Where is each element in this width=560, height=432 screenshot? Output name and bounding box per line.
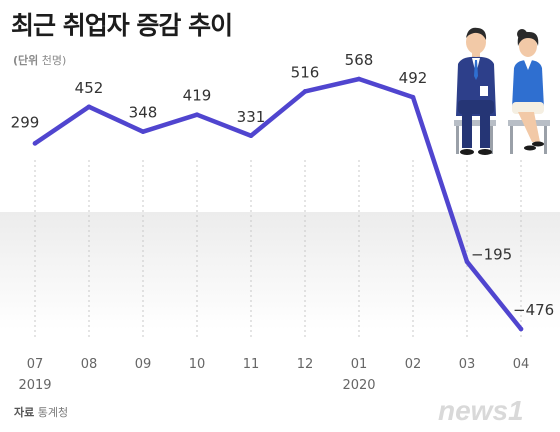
source-label: 자료 통계청 (14, 404, 68, 420)
data-point-02 (410, 94, 416, 100)
watermark-text: news1 (438, 395, 524, 426)
x-tick-label-07: 07 (27, 357, 44, 372)
data-point-08 (86, 104, 92, 110)
x-year-label-2019: 2019 (18, 378, 51, 393)
data-label-01: 568 (345, 51, 374, 69)
data-label-03: −195 (471, 246, 512, 264)
x-tick-label-03: 03 (459, 357, 476, 372)
x-year-label-2020: 2020 (342, 378, 375, 393)
data-label-08: 452 (75, 79, 104, 97)
seated-people-illustration (454, 27, 550, 155)
x-tick-label-12: 12 (297, 357, 314, 372)
x-tick-label-02: 02 (405, 357, 422, 372)
data-point-01 (356, 76, 362, 82)
series-line (32, 76, 524, 332)
data-label-12: 516 (291, 63, 320, 81)
data-label-layer: 299 452 348 419 331 516 568 492 −195 −476 (11, 51, 555, 319)
data-point-12 (302, 89, 308, 94)
source-value: 통계청 (37, 406, 69, 419)
data-point-03 (464, 259, 470, 265)
data-label-04: −476 (513, 301, 554, 319)
data-label-11: 331 (237, 108, 266, 126)
man-figure-icon (454, 27, 496, 155)
data-point-04 (518, 326, 524, 332)
data-point-09 (140, 129, 146, 134)
unit-label: (단위 천명) (13, 52, 66, 68)
x-tick-label-11: 11 (243, 357, 260, 372)
x-tick-label-10: 10 (189, 357, 206, 372)
x-tick-label-08: 08 (81, 357, 98, 372)
unit-prefix: (단위 (13, 54, 39, 67)
x-tick-label-01: 01 (351, 357, 368, 372)
unit-value: 천명) (41, 54, 67, 67)
data-label-10: 419 (183, 87, 212, 105)
data-point-10 (194, 112, 200, 117)
woman-figure-icon (508, 29, 550, 154)
x-tick-label-04: 04 (513, 357, 530, 372)
data-label-02: 492 (399, 69, 428, 87)
chart-title: 최근 취업자 증감 추이 (11, 11, 233, 40)
series-line-layer (32, 76, 524, 332)
data-label-09: 348 (129, 104, 158, 122)
data-label-07: 299 (11, 113, 40, 131)
gridlines (34, 160, 522, 340)
data-point-07 (32, 141, 38, 146)
x-tick-label-09: 09 (135, 357, 152, 372)
x-axis: 07 08 09 10 11 12 01 02 03 04 2019 2020 (18, 357, 529, 393)
source-prefix: 자료 (14, 406, 35, 419)
data-point-11 (248, 133, 254, 139)
news1-watermark-logo: news1 (438, 395, 524, 426)
